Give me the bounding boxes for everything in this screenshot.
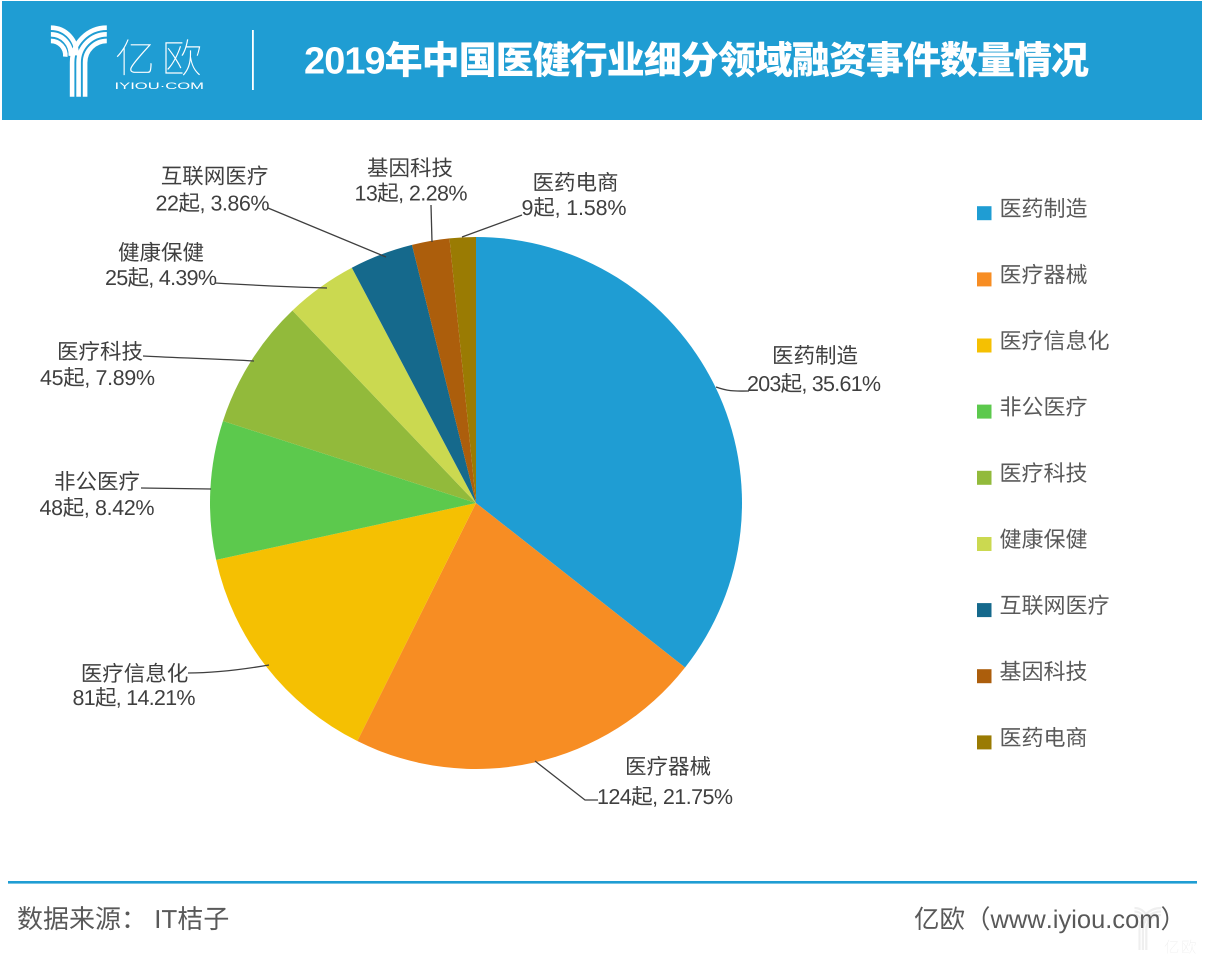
- svg-text:IYIOU·COM: IYIOU·COM: [115, 81, 205, 92]
